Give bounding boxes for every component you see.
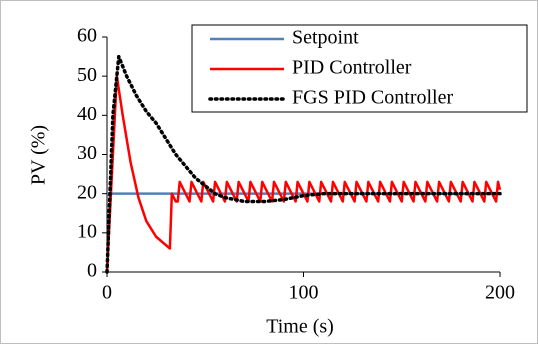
legend-label: FGS PID Controller xyxy=(292,87,453,109)
y-tick-label: 50 xyxy=(77,64,97,86)
legend-label: Setpoint xyxy=(292,27,359,49)
y-tick-label: 60 xyxy=(77,25,97,47)
x-tick-label: 0 xyxy=(102,282,112,304)
y-tick-label: 20 xyxy=(77,181,97,203)
y-tick-label: 10 xyxy=(77,220,97,242)
x-tick-label: 100 xyxy=(289,282,319,304)
y-tick-label: 0 xyxy=(87,260,97,282)
legend-label: PID Controller xyxy=(292,57,412,79)
x-axis-label: Time (s) xyxy=(266,316,334,338)
y-tick-label: 30 xyxy=(77,142,97,164)
line-series xyxy=(105,54,502,274)
y-tick-label: 40 xyxy=(77,103,97,125)
y-axis-label: PV (%) xyxy=(28,125,50,185)
x-tick-label: 200 xyxy=(485,282,515,304)
line-series xyxy=(105,74,502,273)
